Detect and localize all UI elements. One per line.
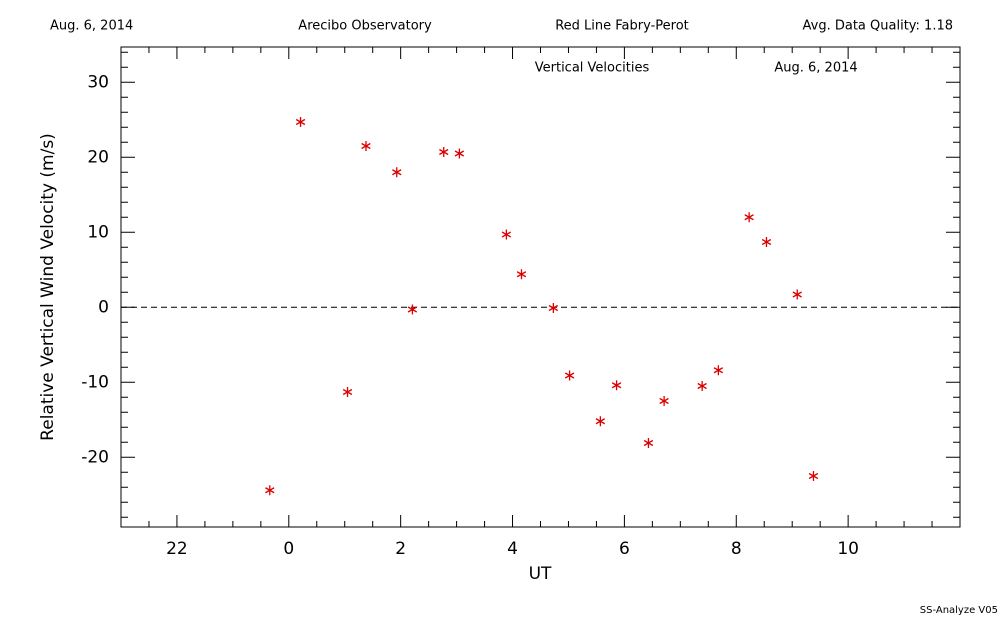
y-tick-label: -10 [81,372,109,392]
chart-subtitle: Aug. 6, 2014 [774,61,857,76]
point-stroke [744,214,754,221]
point-stroke [501,231,512,238]
point-stroke [407,306,418,313]
header-site: Arecibo Observatory [298,19,432,34]
point [595,416,606,427]
point-stroke [643,439,654,447]
point [761,237,772,247]
point [697,381,707,391]
point-stroke [548,304,559,312]
point [516,269,527,280]
x-tick-label: 0 [283,539,294,559]
point [744,212,754,223]
y-tick-label: -20 [81,447,109,467]
header-instrument: Red Line Fabry-Perot [555,19,689,34]
y-axis-label: Relative Vertical Wind Velocity (m/s) [38,133,58,441]
chart-title: Vertical Velocities [535,61,650,76]
point [407,304,418,315]
point-stroke [265,487,275,494]
point [564,370,575,381]
point [454,148,465,159]
x-tick-label: 8 [731,539,742,559]
footer: SS-Analyze V05 [920,605,998,616]
point-stroke [454,150,465,157]
point [808,471,819,481]
y-tick-label: 20 [87,147,109,167]
y-tick-label: 10 [87,222,109,242]
point [392,167,402,178]
point [265,485,275,496]
y-tick-label: 30 [87,72,109,92]
point-stroke [697,382,707,390]
point [548,303,559,313]
point-stroke [792,291,802,298]
point-stroke [611,382,622,389]
point-stroke [516,271,527,278]
point [792,289,802,300]
point-stroke [295,118,306,126]
header-quality: Avg. Data Quality: 1.18 [803,19,953,34]
x-axis-label: UT [529,564,552,584]
point [713,365,724,376]
point-stroke [713,367,724,374]
point [643,438,654,448]
point-stroke [361,142,371,150]
point-stroke [342,388,353,396]
point-stroke [392,169,402,176]
point-stroke [761,238,772,246]
x-tick-label: 6 [619,539,630,559]
point [361,141,371,151]
x-tick-label: 22 [166,539,188,559]
point-stroke [564,372,575,379]
plot-frame [120,46,961,528]
x-tick-label: 2 [395,539,406,559]
y-tick-label: 0 [98,297,109,317]
point [342,387,353,397]
header-date: Aug. 6, 2014 [50,19,133,34]
point [659,396,669,406]
point-stroke [595,418,606,425]
point [439,147,449,157]
x-tick-label: 10 [837,539,859,559]
point-stroke [659,397,669,405]
axes [121,47,960,527]
point-stroke [439,148,449,156]
point-stroke [808,472,819,480]
point [501,229,512,240]
point [295,117,306,127]
x-tick-label: 4 [507,539,518,559]
point [611,380,622,391]
